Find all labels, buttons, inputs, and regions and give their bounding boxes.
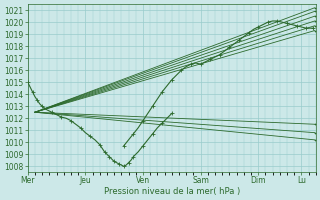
X-axis label: Pression niveau de la mer( hPa ): Pression niveau de la mer( hPa ) bbox=[104, 187, 240, 196]
